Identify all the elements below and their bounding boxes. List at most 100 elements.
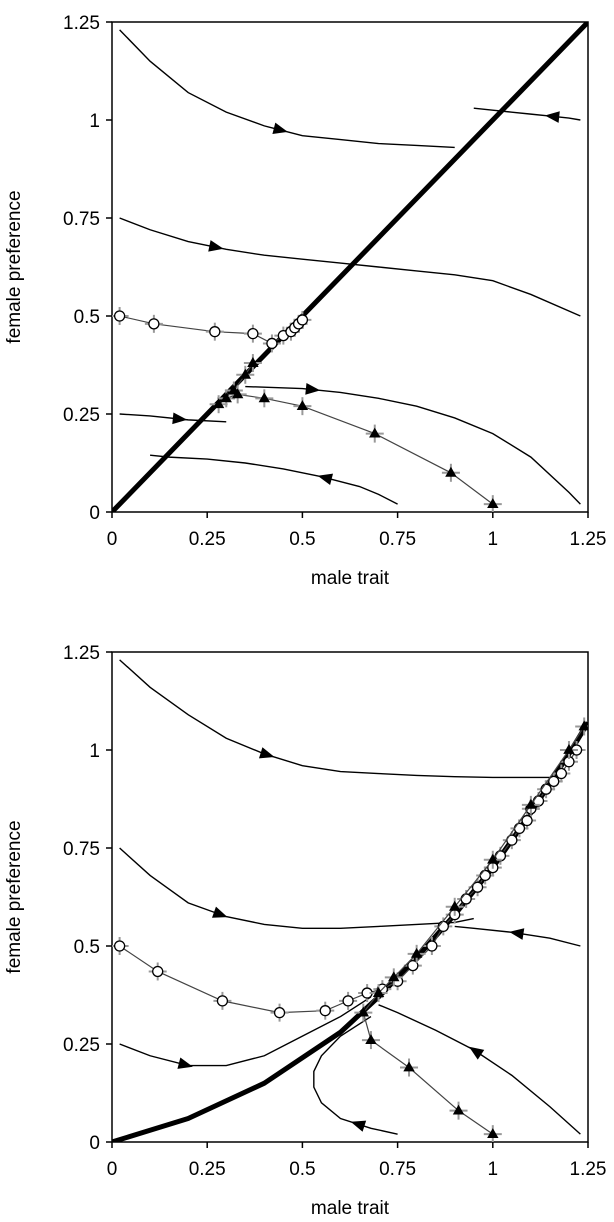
- data-point-triangle: [410, 947, 423, 958]
- data-point-triangle: [239, 368, 251, 379]
- trajectory-arrowhead: [172, 412, 188, 425]
- data-point-circle: [479, 869, 491, 882]
- data-point-circle: [460, 893, 472, 905]
- trajectory-line: [119, 29, 455, 149]
- trajectory-line: [119, 413, 227, 423]
- y-tick-label: 1.25: [63, 13, 100, 34]
- x-tick-label: 0.25: [189, 529, 226, 550]
- data-point-circle: [296, 314, 309, 326]
- x-tick-label: 1: [488, 1159, 499, 1180]
- data-point-circle: [266, 337, 278, 350]
- trajectory-line: [119, 659, 550, 779]
- y-tick-label: 0.75: [63, 839, 100, 860]
- trajectory-line: [119, 847, 474, 930]
- y-tick-label: 0.75: [63, 209, 100, 230]
- y-tick-label: 0: [89, 1133, 100, 1154]
- data-point-triangle: [449, 900, 461, 911]
- x-axis-label: male trait: [311, 1198, 390, 1219]
- trajectory-line: [473, 107, 581, 121]
- data-point-triangle: [487, 1128, 499, 1139]
- x-tick-label: 0.5: [289, 529, 315, 550]
- y-tick-label: 1.25: [63, 643, 100, 664]
- trajectory-arrowhead: [350, 1120, 367, 1132]
- data-point-circle: [113, 310, 126, 322]
- data-point-circle: [247, 327, 259, 340]
- data-point-circle: [319, 1005, 331, 1017]
- data-point-triangle: [388, 971, 400, 982]
- data-point-triangle: [487, 498, 499, 509]
- y-tick-label: 1: [89, 741, 100, 762]
- series-line: [119, 749, 578, 1014]
- data-point-circle: [216, 995, 229, 1007]
- x-axis-label: male trait: [311, 568, 390, 589]
- data-point-triangle: [563, 744, 575, 754]
- series-line: [218, 362, 494, 505]
- data-point-triangle: [445, 466, 457, 477]
- x-tick-label: 1: [488, 529, 499, 550]
- x-tick-label: 0: [107, 1159, 118, 1180]
- data-point-triangle: [403, 1061, 415, 1072]
- data-point-circle: [471, 881, 484, 893]
- data-point-triangle: [525, 798, 537, 809]
- data-point-triangle: [365, 1034, 377, 1044]
- x-tick-label: 1.25: [570, 1159, 607, 1180]
- data-point-triangle: [369, 427, 381, 438]
- y-tick-label: 0: [89, 503, 100, 524]
- data-point-circle: [548, 775, 560, 788]
- y-tick-label: 0.25: [63, 405, 100, 426]
- data-point-circle: [555, 767, 567, 780]
- trajectory-arrowhead: [212, 906, 228, 918]
- data-point-triangle: [296, 400, 309, 411]
- data-point-triangle: [228, 384, 240, 395]
- trajectory-line: [119, 217, 581, 317]
- data-point-triangle: [258, 392, 271, 403]
- data-point-circle: [342, 995, 354, 1007]
- data-point-circle: [513, 822, 526, 835]
- y-tick-label: 1: [89, 111, 100, 132]
- trajectory-arrowhead: [258, 747, 275, 759]
- x-tick-label: 0.5: [289, 1159, 315, 1180]
- trajectory-arrowhead: [509, 928, 525, 940]
- trajectory-line: [119, 996, 372, 1067]
- data-point-circle: [407, 959, 419, 972]
- data-point-triangle: [372, 987, 385, 997]
- trajectory-line: [150, 454, 398, 505]
- data-point-circle: [113, 940, 126, 952]
- data-point-circle: [426, 940, 438, 952]
- trajectory-line: [245, 385, 581, 505]
- plot-frame: [111, 651, 589, 1143]
- y-axis-label: female preference: [4, 820, 25, 973]
- plot-area: [112, 659, 588, 1142]
- x-tick-label: 0.75: [379, 1159, 416, 1180]
- data-point-triangle: [487, 853, 499, 864]
- data-point-triangle: [452, 1104, 465, 1115]
- data-point-circle: [521, 814, 533, 827]
- y-tick-label: 0.5: [74, 937, 100, 958]
- data-point-circle: [148, 318, 160, 330]
- x-tick-label: 0.75: [379, 529, 416, 550]
- data-point-circle: [273, 1006, 286, 1019]
- trajectory-arrowhead: [208, 240, 224, 252]
- data-point-circle: [152, 965, 164, 978]
- trajectory-line: [313, 1015, 398, 1135]
- x-tick-label: 1.25: [570, 529, 607, 550]
- chart-panel-bottom: 0 0.25 0.5 0.75 1 1.25 0 0.25 0.5 0.75 1 1.25 male t…: [4, 643, 606, 1219]
- data-point-circle: [437, 920, 449, 933]
- data-point-triangle: [578, 720, 588, 731]
- data-point-triangle: [357, 1006, 370, 1017]
- trajectory-arrowhead: [305, 383, 321, 395]
- x-tick-label: 0.25: [189, 1159, 226, 1180]
- data-point-triangle: [247, 357, 259, 367]
- trajectory-arrowhead: [272, 122, 288, 135]
- data-point-circle: [209, 326, 221, 338]
- trajectory-arrowhead: [177, 1057, 193, 1069]
- y-tick-label: 0.5: [74, 307, 100, 328]
- chart-panel-top: 0 0.25 0.5 0.75 1 1.25 0 0.25 0.5 0.75 1 1.25 male t…: [4, 13, 606, 589]
- trajectory-arrowhead: [544, 111, 560, 123]
- data-point-circle: [540, 783, 552, 795]
- plot-frame: [111, 21, 589, 513]
- trajectory-arrowhead: [317, 473, 334, 485]
- plot-area: [112, 22, 588, 512]
- y-axis-label: female preference: [4, 190, 25, 343]
